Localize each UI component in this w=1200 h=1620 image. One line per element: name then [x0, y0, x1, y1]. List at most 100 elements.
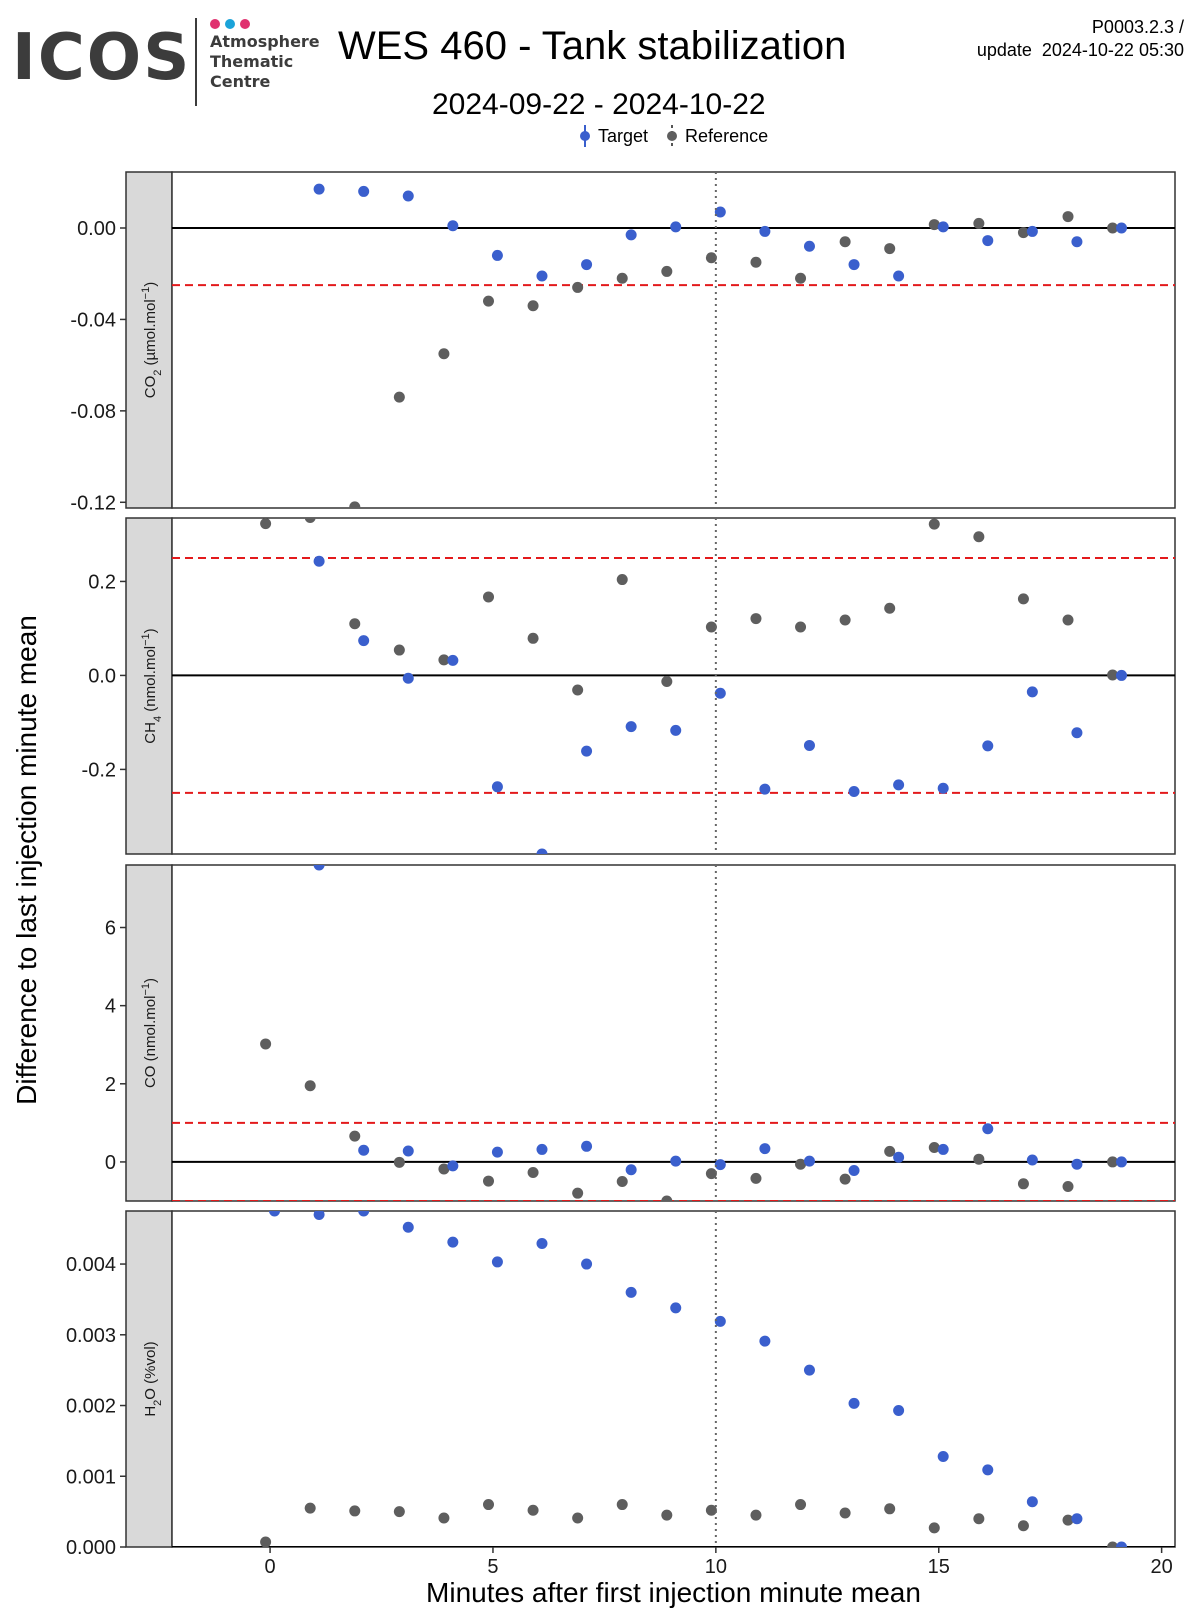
- reference-point: [750, 613, 762, 625]
- y-tick-label: 0.003: [66, 1325, 116, 1347]
- update-timestamp: update 2024-10-22 05:30: [976, 40, 1184, 60]
- reference-point: [438, 654, 450, 666]
- target-point: [491, 249, 503, 261]
- panel-0: CO2 (µmol.mol−1) 0.00 -0.04 -0.08 -0.12: [70, 171, 1176, 514]
- facet-label-part: ): [142, 282, 159, 287]
- target-point: [893, 779, 905, 791]
- reference-point: [1107, 222, 1119, 234]
- y-tick-label: 2: [105, 1074, 116, 1096]
- target-point: [803, 240, 815, 252]
- panel-content: [172, 518, 1175, 854]
- target-point: [581, 259, 593, 271]
- target-point: [581, 1258, 593, 1270]
- facet-label-part: 2: [152, 370, 164, 376]
- reference-point: [839, 1173, 851, 1185]
- target-point: [491, 781, 503, 793]
- target-point: [581, 745, 593, 757]
- x-tick-label: 0: [265, 1556, 276, 1578]
- logo-line: Thematic: [210, 52, 294, 71]
- facet-label-part: H: [142, 1406, 159, 1417]
- facet-label-part: (µmol.mol: [142, 299, 159, 369]
- panel-content: [172, 865, 1175, 1201]
- target-point: [759, 1143, 771, 1155]
- target-point: [759, 225, 771, 237]
- reference-point: [393, 1506, 405, 1518]
- reference-point: [705, 621, 717, 633]
- target-point: [313, 555, 325, 567]
- version-label: P0003.2.3 /: [1091, 17, 1184, 37]
- target-point: [625, 1286, 637, 1298]
- y-tick-label: 0.004: [66, 1254, 116, 1276]
- legend-label-target: Target: [598, 125, 649, 146]
- facet-label: CO (nmol.mol−1): [140, 978, 159, 1088]
- target-point: [402, 1221, 414, 1233]
- y-tick-label: -0.2: [82, 759, 116, 781]
- target-point: [803, 739, 815, 751]
- target-point: [313, 183, 325, 195]
- target-point: [848, 1397, 860, 1409]
- target-point: [1071, 727, 1083, 739]
- reference-point: [661, 1195, 673, 1201]
- legend-item-reference: Reference: [665, 124, 768, 148]
- y-tick-label: 0.00: [77, 218, 116, 240]
- target-point: [536, 270, 548, 282]
- y-tick-label: 6: [105, 918, 116, 940]
- chart-title: WES 460 - Tank stabilization: [338, 24, 847, 68]
- reference-point: [705, 1504, 717, 1516]
- reference-point: [260, 1038, 272, 1050]
- target-point: [358, 185, 370, 197]
- reference-point: [1062, 211, 1074, 223]
- chart-subtitle: 2024-09-22 - 2024-10-22: [432, 88, 766, 121]
- reference-point: [973, 1153, 985, 1165]
- target-point: [1071, 1158, 1083, 1170]
- reference-point: [438, 1163, 450, 1175]
- y-tick-label: 0.000: [66, 1537, 116, 1559]
- target-point: [937, 782, 949, 794]
- reference-point: [527, 632, 539, 644]
- reference-point: [661, 676, 673, 688]
- y-tick-label: -0.08: [70, 401, 116, 423]
- legend-key-reference: [665, 124, 679, 148]
- facet-label-part: CO (nmol.mol: [142, 996, 159, 1089]
- reference-point: [661, 1509, 673, 1521]
- x-axis-title: Minutes after first injection minute mea…: [426, 1577, 921, 1608]
- logo-divider: [195, 18, 197, 106]
- facet-label-part: 2: [152, 1400, 164, 1406]
- reference-point: [393, 1156, 405, 1168]
- facet-label-part: −1: [140, 983, 152, 996]
- panel-frame: [171, 517, 1176, 855]
- target-point: [358, 635, 370, 647]
- target-point: [1026, 1496, 1038, 1508]
- facet-label-part: O (%vol): [142, 1341, 159, 1399]
- reference-point: [884, 1145, 896, 1157]
- reference-point: [1017, 1178, 1029, 1190]
- target-point: [402, 190, 414, 202]
- reference-point: [795, 1499, 807, 1511]
- target-point: [982, 740, 994, 752]
- reference-point: [1107, 669, 1119, 681]
- reference-point: [795, 1158, 807, 1170]
- reference-point: [661, 265, 673, 277]
- target-point: [402, 672, 414, 684]
- reference-point: [1017, 593, 1029, 605]
- reference-point: [928, 1141, 940, 1153]
- target-point: [402, 1145, 414, 1157]
- reference-point: [884, 243, 896, 255]
- y-tick-label: 0.002: [66, 1396, 116, 1418]
- target-point: [1071, 1513, 1083, 1525]
- logo-wordmark: ICOS: [12, 21, 192, 95]
- target-point: [670, 1155, 682, 1167]
- reference-point: [616, 272, 628, 284]
- reference-point: [260, 1536, 272, 1547]
- reference-point: [616, 1175, 628, 1187]
- reference-point: [705, 1168, 717, 1180]
- target-point: [581, 1140, 593, 1152]
- target-point: [313, 865, 325, 871]
- reference-point: [304, 1080, 316, 1092]
- reference-point: [839, 236, 851, 248]
- legend: Target Reference: [578, 124, 780, 152]
- target-point: [759, 1335, 771, 1347]
- legend-item-target: Target: [578, 124, 648, 148]
- reference-point: [750, 1509, 762, 1521]
- reference-point: [349, 1505, 361, 1517]
